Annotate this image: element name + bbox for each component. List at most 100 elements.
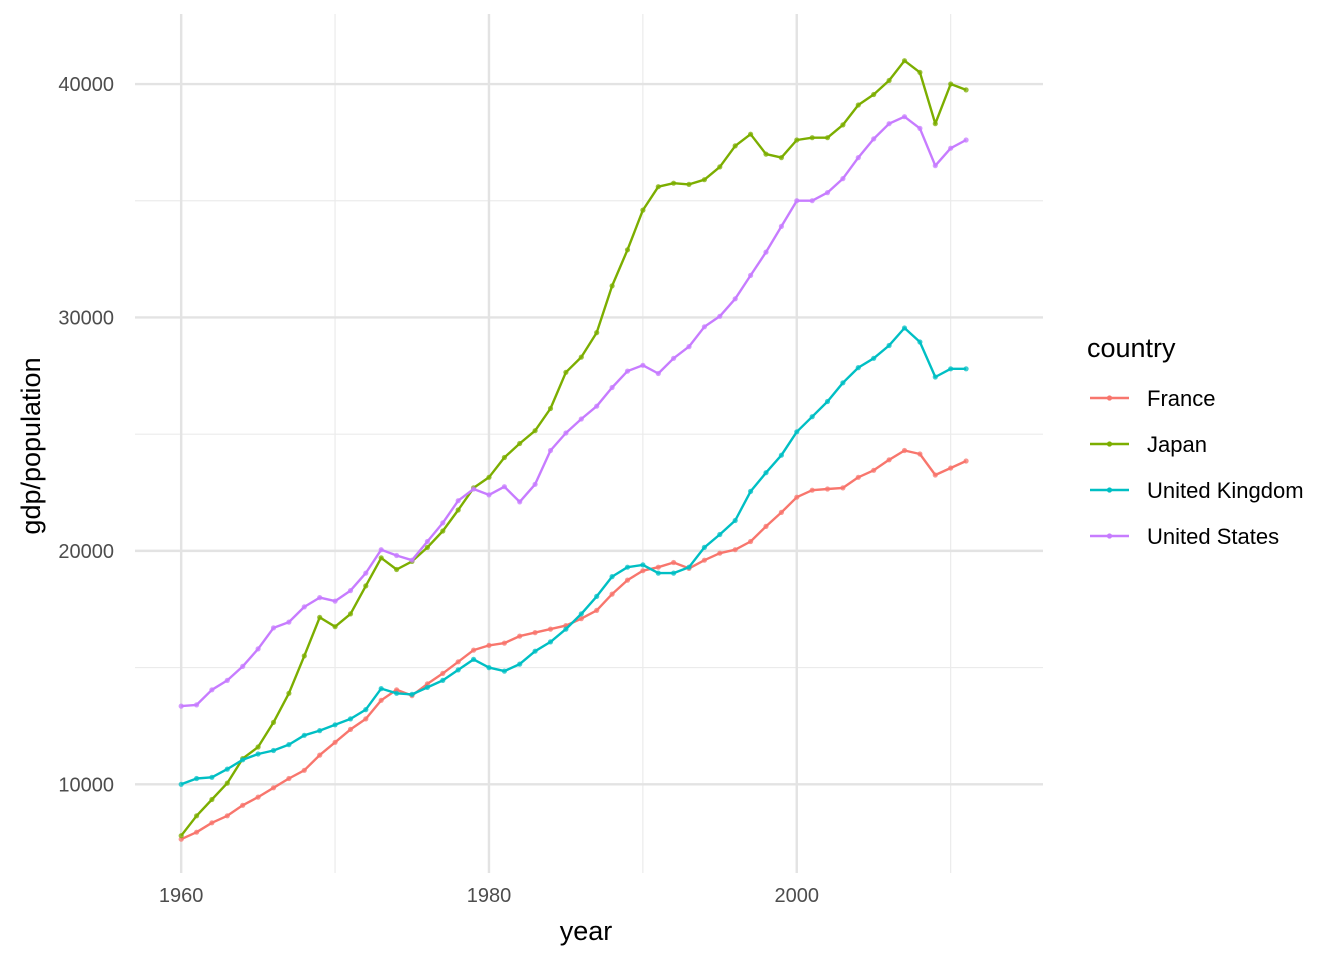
- data-point: [486, 665, 492, 671]
- data-point: [517, 661, 523, 667]
- data-point: [209, 687, 215, 693]
- legend-label: France: [1147, 386, 1215, 411]
- data-point: [901, 114, 908, 120]
- data-point: [194, 829, 200, 835]
- data-point: [671, 570, 677, 576]
- data-point: [963, 366, 969, 372]
- data-point: [424, 538, 430, 545]
- data-point: [948, 145, 954, 151]
- data-point: [655, 570, 661, 576]
- data-point: [717, 531, 723, 538]
- data-point: [686, 564, 692, 570]
- data-point: [471, 486, 477, 492]
- data-point: [301, 732, 307, 738]
- data-point: [270, 747, 277, 754]
- data-point: [270, 785, 277, 791]
- data-point: [732, 517, 738, 524]
- data-point: [732, 296, 738, 302]
- data-point: [701, 177, 708, 183]
- data-point: [640, 568, 646, 574]
- data-point: [578, 611, 584, 617]
- data-point: [178, 781, 184, 787]
- data-point: [209, 820, 215, 826]
- legend-label: United States: [1147, 524, 1279, 549]
- data-point: [748, 272, 754, 278]
- data-point: [932, 472, 938, 478]
- data-point: [794, 137, 800, 143]
- data-point: [455, 667, 461, 673]
- data-point: [394, 566, 400, 573]
- data-point: [732, 143, 738, 149]
- data-point: [594, 403, 600, 409]
- minor-gridlines: [135, 14, 1043, 873]
- y-tick-label: 20000: [58, 541, 114, 563]
- data-point: [824, 486, 831, 492]
- data-point: [732, 547, 738, 553]
- data-point: [194, 813, 200, 819]
- data-point: [778, 155, 785, 161]
- data-point: [855, 365, 861, 371]
- legend-key-point: [1106, 441, 1113, 447]
- data-point: [609, 384, 615, 391]
- data-point: [378, 697, 384, 703]
- data-point: [671, 355, 677, 361]
- data-point: [824, 135, 831, 141]
- data-point: [178, 833, 184, 839]
- data-point: [255, 744, 261, 750]
- data-point: [701, 557, 708, 563]
- data-point: [347, 588, 354, 594]
- data-point: [532, 648, 538, 654]
- data-point: [871, 136, 877, 142]
- data-point: [840, 485, 846, 491]
- series-united-kingdom: [178, 325, 969, 787]
- data-point: [424, 544, 430, 551]
- data-point: [963, 137, 969, 143]
- data-point: [194, 775, 200, 782]
- data-point: [671, 559, 677, 566]
- data-point: [871, 467, 877, 473]
- legend: country France Japan United Kingdom United …: [1087, 333, 1304, 549]
- data-point: [317, 614, 323, 621]
- data-point: [224, 677, 230, 684]
- data-point: [332, 598, 338, 604]
- data-point: [378, 555, 384, 561]
- legend-label: United Kingdom: [1147, 478, 1304, 503]
- data-point: [701, 544, 708, 551]
- legend-item-united-kingdom: United Kingdom: [1090, 478, 1304, 503]
- data-point: [517, 633, 523, 639]
- data-point: [624, 247, 631, 253]
- y-tick-label: 40000: [58, 74, 114, 96]
- data-point: [347, 611, 354, 617]
- data-point: [240, 802, 246, 808]
- data-point: [255, 646, 261, 652]
- data-point: [671, 180, 677, 186]
- data-point: [378, 547, 384, 553]
- data-point: [824, 398, 831, 405]
- data-point: [640, 207, 646, 213]
- x-axis-title: year: [560, 916, 613, 946]
- data-point: [624, 564, 631, 570]
- data-point: [301, 767, 307, 773]
- data-point: [794, 198, 800, 204]
- data-point: [748, 488, 754, 494]
- data-point: [778, 223, 785, 229]
- data-point: [640, 362, 646, 368]
- data-point: [224, 780, 230, 786]
- data-point: [778, 509, 785, 515]
- data-point: [578, 354, 584, 360]
- data-point: [440, 528, 446, 534]
- data-point: [409, 557, 415, 563]
- data-point: [270, 719, 277, 726]
- data-point: [517, 440, 523, 447]
- y-tick-label: 10000: [58, 774, 114, 796]
- data-point: [486, 642, 492, 649]
- legend-key-point: [1106, 395, 1113, 401]
- data-point: [655, 564, 661, 570]
- data-point: [686, 181, 692, 187]
- data-point: [655, 184, 661, 190]
- data-point: [748, 538, 754, 545]
- data-point: [501, 668, 507, 674]
- data-point: [886, 342, 892, 349]
- data-point: [563, 430, 569, 436]
- data-point: [224, 766, 230, 772]
